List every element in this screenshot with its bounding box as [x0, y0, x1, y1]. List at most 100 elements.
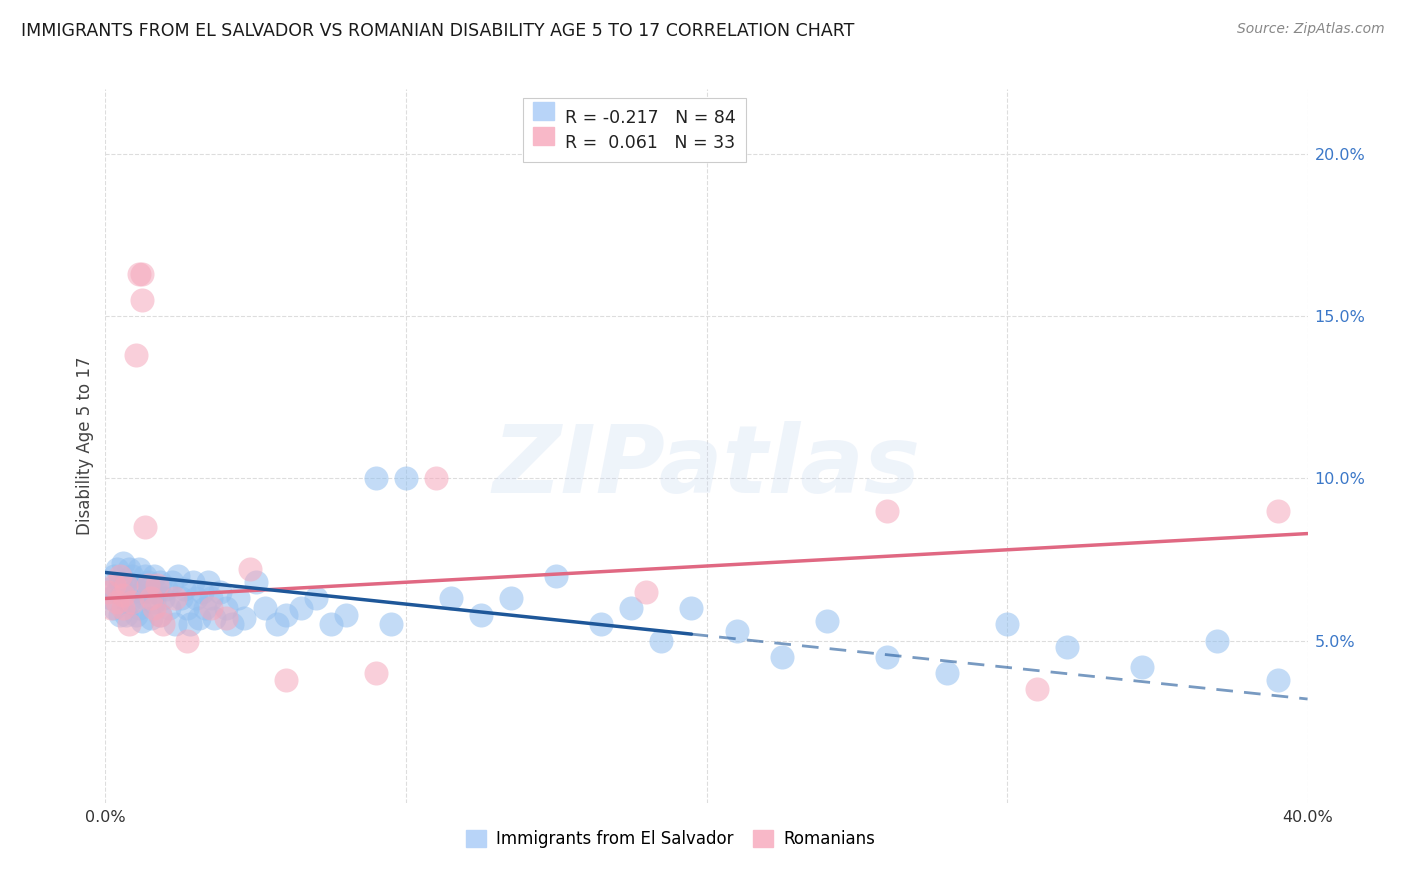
Point	[142, 568, 165, 582]
Point	[128, 562, 150, 576]
Point	[179, 617, 201, 632]
Point	[163, 591, 186, 606]
Legend: Immigrants from El Salvador, Romanians: Immigrants from El Salvador, Romanians	[460, 823, 882, 855]
Point	[107, 585, 129, 599]
Point	[364, 666, 387, 681]
Point	[876, 504, 898, 518]
Point	[139, 591, 162, 606]
Point	[142, 595, 165, 609]
Point	[100, 591, 122, 606]
Point	[124, 348, 146, 362]
Point	[160, 575, 183, 590]
Point	[1267, 504, 1289, 518]
Point	[169, 591, 191, 606]
Point	[110, 575, 132, 590]
Point	[131, 267, 153, 281]
Point	[335, 607, 357, 622]
Point	[319, 617, 342, 632]
Point	[139, 585, 162, 599]
Point	[173, 582, 195, 596]
Point	[148, 607, 170, 622]
Point	[124, 582, 146, 596]
Point	[145, 585, 167, 599]
Point	[501, 591, 523, 606]
Point	[103, 601, 125, 615]
Point	[112, 556, 135, 570]
Point	[107, 562, 129, 576]
Text: Source: ZipAtlas.com: Source: ZipAtlas.com	[1237, 22, 1385, 37]
Point	[97, 585, 120, 599]
Point	[591, 617, 613, 632]
Point	[770, 649, 793, 664]
Text: ZIPatlas: ZIPatlas	[492, 421, 921, 514]
Point	[815, 614, 838, 628]
Point	[440, 591, 463, 606]
Point	[425, 471, 447, 485]
Point	[184, 591, 207, 606]
Point	[364, 471, 387, 485]
Point	[157, 601, 180, 615]
Point	[876, 649, 898, 664]
Point	[266, 617, 288, 632]
Point	[163, 617, 186, 632]
Point	[1267, 673, 1289, 687]
Point	[636, 585, 658, 599]
Point	[395, 471, 418, 485]
Point	[107, 595, 129, 609]
Point	[305, 591, 328, 606]
Point	[136, 575, 159, 590]
Point	[134, 591, 156, 606]
Point	[214, 611, 236, 625]
Point	[650, 633, 672, 648]
Point	[239, 562, 262, 576]
Point	[121, 585, 143, 599]
Point	[936, 666, 959, 681]
Point	[134, 568, 156, 582]
Point	[152, 617, 174, 632]
Point	[232, 611, 254, 625]
Point	[112, 588, 135, 602]
Point	[97, 582, 120, 596]
Point	[128, 601, 150, 615]
Point	[1206, 633, 1229, 648]
Point	[128, 267, 150, 281]
Point	[152, 591, 174, 606]
Point	[134, 520, 156, 534]
Point	[115, 607, 138, 622]
Point	[620, 601, 643, 615]
Point	[546, 568, 568, 582]
Point	[200, 601, 222, 615]
Point	[112, 588, 135, 602]
Point	[470, 607, 492, 622]
Point	[197, 575, 219, 590]
Point	[148, 607, 170, 622]
Point	[100, 601, 122, 615]
Point	[115, 575, 138, 590]
Point	[274, 673, 297, 687]
Point	[115, 578, 138, 592]
Point	[208, 585, 231, 599]
Point	[290, 601, 312, 615]
Point	[142, 601, 165, 615]
Point	[221, 617, 243, 632]
Point	[136, 578, 159, 592]
Point	[139, 611, 162, 625]
Point	[145, 578, 167, 592]
Point	[202, 611, 225, 625]
Point	[253, 601, 276, 615]
Point	[131, 614, 153, 628]
Point	[118, 562, 141, 576]
Point	[103, 568, 125, 582]
Point	[226, 591, 249, 606]
Point	[124, 607, 146, 622]
Text: IMMIGRANTS FROM EL SALVADOR VS ROMANIAN DISABILITY AGE 5 TO 17 CORRELATION CHART: IMMIGRANTS FROM EL SALVADOR VS ROMANIAN …	[21, 22, 855, 40]
Point	[181, 575, 204, 590]
Point	[725, 624, 748, 638]
Point	[200, 591, 222, 606]
Point	[274, 607, 297, 622]
Point	[118, 595, 141, 609]
Point	[166, 568, 188, 582]
Point	[112, 601, 135, 615]
Point	[187, 611, 209, 625]
Point	[131, 585, 153, 599]
